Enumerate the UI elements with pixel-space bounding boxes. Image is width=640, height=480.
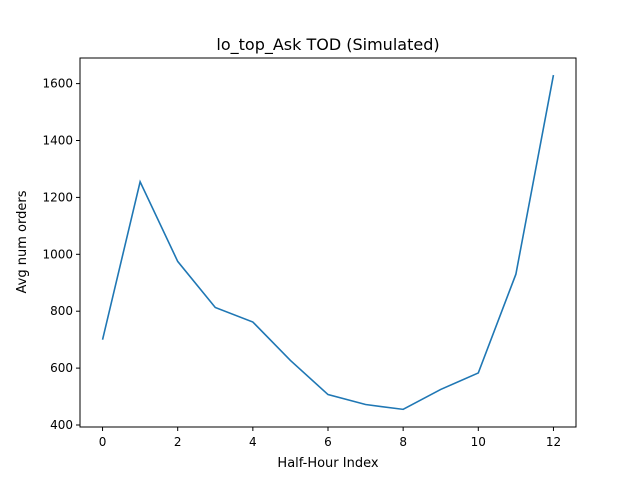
chart-title: lo_top_Ask TOD (Simulated) xyxy=(216,35,439,55)
y-tick-label: 400 xyxy=(50,418,73,432)
y-tick-label: 1600 xyxy=(42,77,73,91)
x-tick-label: 4 xyxy=(249,435,257,449)
y-tick-label: 1200 xyxy=(42,190,73,204)
y-tick-label: 600 xyxy=(50,361,73,375)
y-tick-label: 1000 xyxy=(42,247,73,261)
x-tick-label: 2 xyxy=(174,435,182,449)
y-axis: 400 600 800 1000 1200 1400 1600 xyxy=(42,77,80,432)
x-tick-label: 10 xyxy=(471,435,486,449)
axes-frame xyxy=(79,57,577,428)
y-tick-label: 1400 xyxy=(42,134,73,148)
x-tick-label: 8 xyxy=(399,435,407,449)
x-axis: 0 2 4 6 8 10 12 xyxy=(99,427,561,449)
x-axis-label: Half-Hour Index xyxy=(277,456,378,471)
x-tick-label: 0 xyxy=(99,435,107,449)
x-tick-label: 6 xyxy=(324,435,332,449)
series-line xyxy=(101,74,555,411)
y-tick-label: 800 xyxy=(50,304,73,318)
x-tick-label: 12 xyxy=(546,435,561,449)
y-axis-label: Avg num orders xyxy=(15,190,30,293)
